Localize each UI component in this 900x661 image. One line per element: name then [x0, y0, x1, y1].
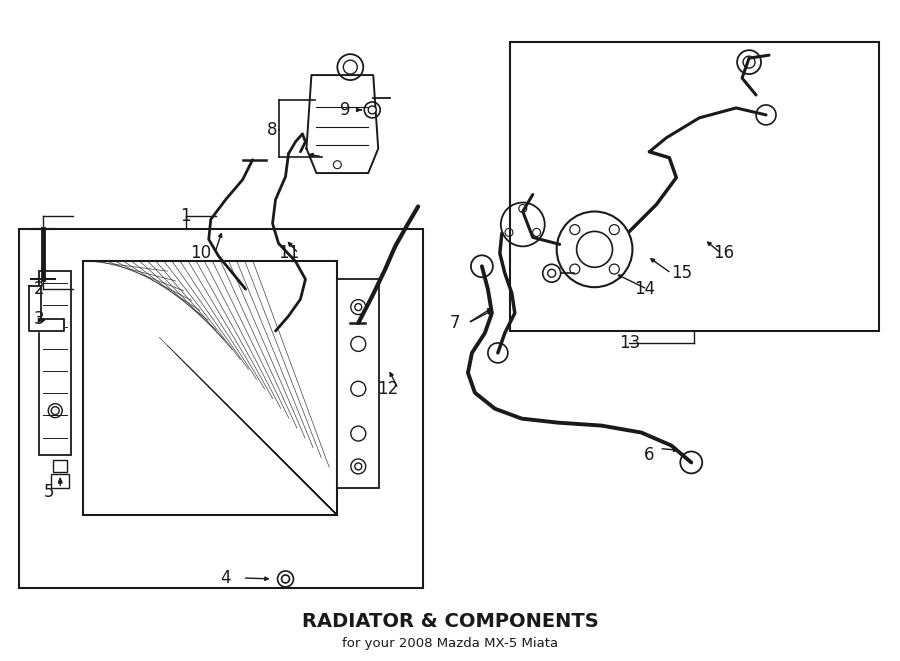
Text: 1: 1	[181, 208, 191, 225]
Bar	[40, 271, 71, 455]
Text: 13: 13	[619, 334, 640, 352]
Text: 3: 3	[34, 310, 45, 328]
Text: 11: 11	[278, 245, 299, 262]
Circle shape	[355, 463, 362, 470]
Text: 8: 8	[267, 121, 278, 139]
Text: 5: 5	[44, 483, 55, 501]
Text: 4: 4	[220, 569, 231, 587]
Text: for your 2008 Mazda MX-5 Miata: for your 2008 Mazda MX-5 Miata	[342, 637, 558, 650]
Text: 10: 10	[190, 245, 212, 262]
Bar	[19, 229, 423, 588]
Polygon shape	[30, 286, 64, 331]
Circle shape	[51, 407, 59, 414]
Circle shape	[368, 106, 376, 114]
Text: 9: 9	[340, 101, 351, 119]
Circle shape	[282, 575, 290, 583]
Bar	[338, 279, 379, 488]
Bar	[83, 261, 338, 515]
Bar	[53, 461, 68, 473]
Bar	[51, 475, 69, 488]
Text: RADIATOR & COMPONENTS: RADIATOR & COMPONENTS	[302, 612, 598, 631]
Circle shape	[355, 303, 362, 311]
Text: 12: 12	[378, 380, 399, 398]
Text: 16: 16	[714, 245, 734, 262]
Text: 15: 15	[670, 264, 692, 282]
Text: 14: 14	[634, 280, 655, 298]
Bar	[509, 42, 878, 331]
Polygon shape	[306, 75, 378, 173]
Text: 2: 2	[34, 280, 45, 298]
Circle shape	[548, 269, 555, 277]
Text: 6: 6	[644, 446, 654, 465]
Text: 7: 7	[450, 314, 460, 332]
